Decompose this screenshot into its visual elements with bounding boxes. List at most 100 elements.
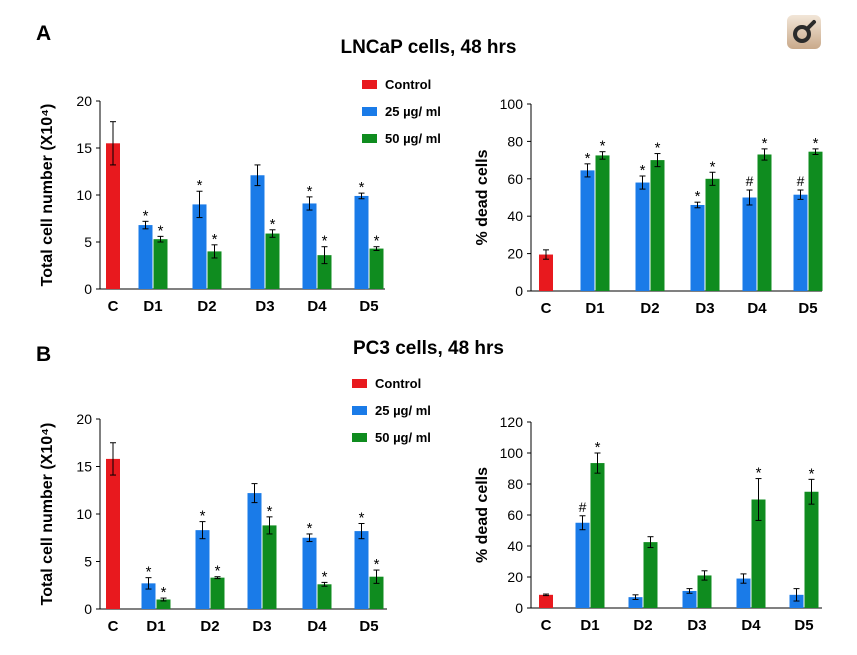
significance-mark: * [322,568,328,585]
significance-mark: * [197,177,203,194]
significance-mark: * [640,162,646,179]
y-tick-label: 0 [515,600,523,616]
legend-swatch-50 [352,433,367,442]
bar [757,154,772,291]
y-tick-label: 15 [76,459,92,475]
significance-mark: * [270,216,276,233]
legend-item-50: 50 µg/ ml [362,131,441,146]
significance-mark: * [374,233,380,250]
x-tick-label: D3 [695,300,714,317]
panel-b-title: PC3 cells, 48 hrs [352,338,505,359]
bar [141,583,156,609]
significance-mark: * [267,503,273,520]
chart-B-right: 0 20 40 60 80 100 120 % dead cells C D1 # * D2 D3 D4 * D… [474,414,822,634]
bar [265,233,280,289]
bar [697,575,712,608]
bar [575,522,590,608]
y-tick-label: 20 [507,569,523,585]
chart-A-left: 0 5 10 15 20 Total cell number (X10⁴) C D1 * * D2 *… [39,93,385,315]
x-tick-label: D4 [741,617,761,634]
y-axis-title: % dead cells [474,149,491,245]
journal-logo-icon [787,15,821,49]
legend-item-control: Control [352,376,421,391]
y-axis-title: Total cell number (X10⁴) [39,104,56,287]
x-tick-label: D1 [580,617,599,634]
x-tick-label: C [108,298,119,315]
x-tick-label: C [108,618,119,635]
bar [804,491,819,608]
significance-mark: # [579,499,587,515]
significance-mark: * [809,465,815,482]
bar [207,251,222,289]
x-tick-label: D4 [307,298,327,315]
significance-mark: * [200,508,206,525]
y-tick-label: 60 [507,171,523,187]
bar [590,463,605,608]
y-tick-label: 0 [84,281,92,297]
significance-mark: * [762,135,768,152]
y-tick-label: 60 [507,507,523,523]
x-tick-label: C [541,300,552,317]
x-tick-label: D3 [687,617,706,634]
legend-label-50: 50 µg/ ml [375,430,431,445]
y-tick-label: 10 [76,506,92,522]
bar [302,203,317,289]
y-tick-label: 5 [84,234,92,250]
significance-mark: * [595,439,601,456]
panel-a-letter: A [36,22,52,45]
y-tick-label: 15 [76,140,92,156]
y-tick-label: 40 [507,538,523,554]
bar [751,499,766,608]
bar [742,197,757,291]
bar [643,542,658,608]
significance-mark: * [146,564,152,581]
bar [317,584,332,609]
significance-mark: # [797,173,805,189]
x-tick-label: D4 [747,300,767,317]
y-tick-label: 20 [507,246,523,262]
legend-swatch-control [362,80,377,89]
bar [628,597,643,608]
significance-mark: * [359,179,365,196]
chart-B-left: 0 5 10 15 20 Total cell number (X10⁴) C D1 * * D2 *… [39,411,387,635]
bar [153,239,168,289]
legend-item-25: 25 µg/ ml [352,403,431,418]
y-axis-title: % dead cells [474,467,491,563]
significance-mark: * [374,556,380,573]
bar [354,195,369,289]
significance-mark: * [359,510,365,527]
significance-mark: * [161,584,167,601]
bar [210,577,225,609]
y-axis-title: Total cell number (X10⁴) [39,423,56,606]
y-tick-label: 80 [507,133,523,149]
x-tick-label: D2 [197,298,216,315]
legend-label-control: Control [385,77,432,92]
significance-mark: * [813,135,819,152]
bar [195,530,210,609]
bar [138,225,153,289]
y-tick-label: 20 [76,411,92,427]
significance-mark: * [212,231,218,248]
x-tick-label: D2 [633,617,652,634]
y-tick-label: 100 [500,445,524,461]
y-tick-label: 80 [507,476,523,492]
bar [580,170,595,291]
y-tick-label: 20 [76,93,92,109]
legend-swatch-control [352,379,367,388]
legend-swatch-25 [362,107,377,116]
bar [539,254,553,291]
x-tick-label: C [541,617,552,634]
bar [262,525,277,609]
significance-mark: * [695,188,701,205]
y-tick-label: 120 [500,414,524,430]
significance-mark: * [322,233,328,250]
bar [539,594,553,608]
legend-label-25: 25 µg/ ml [385,104,441,119]
bar [106,143,120,289]
x-tick-label: D1 [143,298,162,315]
legend-label-50: 50 µg/ ml [385,131,441,146]
significance-mark: # [746,173,754,189]
y-tick-label: 40 [507,208,523,224]
x-tick-label: D3 [255,298,274,315]
